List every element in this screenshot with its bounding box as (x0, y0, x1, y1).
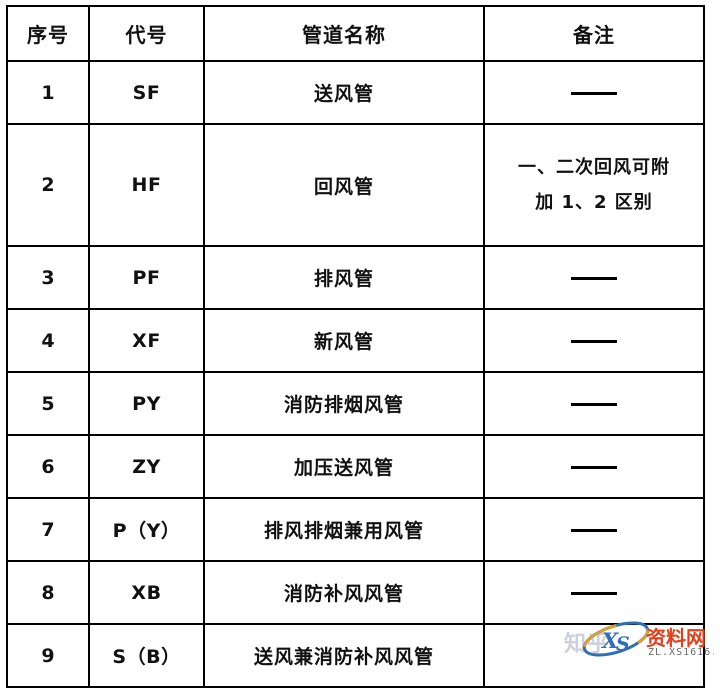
cell-code: SF (88, 60, 205, 125)
cell-code: PY (88, 371, 205, 436)
table-row: 8 XB 消防补风风管 (6, 560, 705, 625)
cell-remark (483, 245, 705, 310)
table-row: 6 ZY 加压送风管 (6, 434, 705, 499)
cell-pipe-name: 送风兼消防补风风管 (203, 623, 485, 688)
cell-sequence: 9 (6, 623, 90, 688)
cell-remark (483, 434, 705, 499)
cell-remark: 一、二次回风可附 加 1、2 区别 (483, 123, 705, 247)
cell-sequence: 4 (6, 308, 90, 373)
cell-code: S（B） (88, 623, 205, 688)
remark-line-1: 一、二次回风可附 (518, 156, 670, 178)
table-header: 序号 代号 管道名称 备注 (6, 5, 705, 62)
cell-remark (483, 308, 705, 373)
cell-code: HF (88, 123, 205, 247)
remark-line-2: 加 1、2 区别 (535, 192, 653, 213)
cell-code: P（Y） (88, 497, 205, 562)
cell-remark (483, 560, 705, 625)
cell-remark (483, 497, 705, 562)
cell-code: PF (88, 245, 205, 310)
cell-sequence: 2 (6, 123, 90, 247)
cell-sequence: 3 (6, 245, 90, 310)
table-header-row: 序号 代号 管道名称 备注 (6, 5, 705, 62)
table-row: 1 SF 送风管 (6, 60, 705, 125)
cell-code: XF (88, 308, 205, 373)
cell-code: XB (88, 560, 205, 625)
header-cell-sequence: 序号 (6, 5, 90, 62)
table-row: 3 PF 排风管 (6, 245, 705, 310)
cell-remark (483, 623, 705, 688)
header-cell-remark: 备注 (483, 5, 705, 62)
cell-pipe-name: 回风管 (203, 123, 485, 247)
cell-pipe-name: 排风管 (203, 245, 485, 310)
dash-icon (571, 339, 617, 343)
cell-pipe-name: 新风管 (203, 308, 485, 373)
cell-remark (483, 371, 705, 436)
dash-icon (571, 465, 617, 469)
page-root: 序号 代号 管道名称 备注 1 SF 送风管 2 HF 回风管 (6, 5, 714, 688)
cell-sequence: 1 (6, 60, 90, 125)
table-row: 4 XF 新风管 (6, 308, 705, 373)
cell-pipe-name: 消防排烟风管 (203, 371, 485, 436)
cell-pipe-name: 排风排烟兼用风管 (203, 497, 485, 562)
header-cell-pipe-name: 管道名称 (203, 5, 485, 62)
cell-remark (483, 60, 705, 125)
dash-icon (571, 91, 617, 95)
dash-icon (571, 528, 617, 532)
cell-sequence: 8 (6, 560, 90, 625)
table-row: 5 PY 消防排烟风管 (6, 371, 705, 436)
dash-icon (571, 276, 617, 280)
table-row: 7 P（Y） 排风排烟兼用风管 (6, 497, 705, 562)
cell-sequence: 6 (6, 434, 90, 499)
duct-code-table: 序号 代号 管道名称 备注 1 SF 送风管 2 HF 回风管 (6, 5, 705, 688)
table-row: 9 S（B） 送风兼消防补风风管 (6, 623, 705, 688)
header-cell-code: 代号 (88, 5, 205, 62)
table-row: 2 HF 回风管 一、二次回风可附 加 1、2 区别 (6, 123, 705, 247)
cell-pipe-name: 消防补风风管 (203, 560, 485, 625)
cell-sequence: 7 (6, 497, 90, 562)
remark-multiline: 一、二次回风可附 加 1、2 区别 (485, 150, 703, 220)
cell-code: ZY (88, 434, 205, 499)
cell-pipe-name: 送风管 (203, 60, 485, 125)
dash-icon (571, 591, 617, 595)
table-body: 1 SF 送风管 2 HF 回风管 一、二次回风可附 加 1、2 区别 (6, 60, 705, 688)
cell-pipe-name: 加压送风管 (203, 434, 485, 499)
dash-icon (571, 402, 617, 406)
cell-sequence: 5 (6, 371, 90, 436)
